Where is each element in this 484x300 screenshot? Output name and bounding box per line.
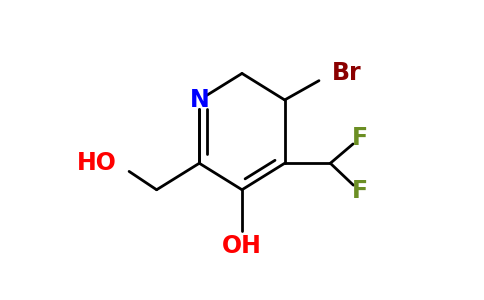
Text: OH: OH xyxy=(222,234,262,258)
Text: Br: Br xyxy=(332,61,362,85)
Text: N: N xyxy=(189,88,209,112)
Text: F: F xyxy=(352,179,368,203)
Text: HO: HO xyxy=(77,151,117,175)
Text: F: F xyxy=(352,126,368,150)
